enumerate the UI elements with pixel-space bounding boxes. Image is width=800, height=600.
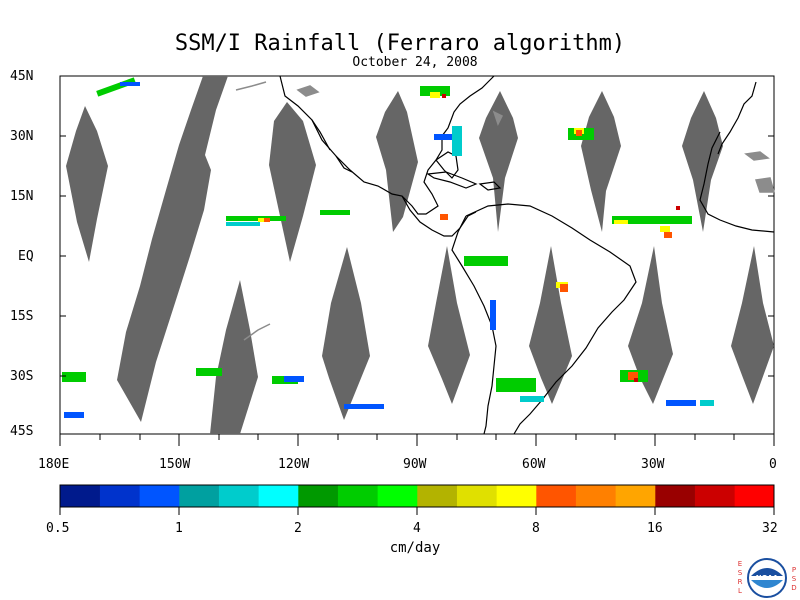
colorbar-swatch [575, 485, 616, 507]
hispaniola-outline [478, 181, 502, 191]
colorbar-swatch [298, 485, 338, 507]
x-label: 90W [403, 457, 427, 472]
colorbar-swatch [179, 485, 219, 507]
chart-title: SSM/I Rainfall (Ferraro algorithm) [174, 31, 626, 56]
colorbar-swatch [218, 485, 259, 507]
cuba-outline [426, 171, 478, 189]
x-label: 60W [522, 457, 546, 472]
noaa-emblem-text: NOAA [756, 574, 779, 582]
colorbar-swatch [615, 485, 656, 507]
colorbar-swatch [60, 485, 100, 507]
chart-subtitle: October 24, 2008 [352, 55, 478, 70]
axis-ticks [59, 75, 775, 446]
colorbar-swatch [655, 485, 695, 507]
colorbar-tick-label: 2 [294, 521, 302, 536]
central-america-coast [401, 195, 477, 237]
colorbar-swatch [258, 485, 299, 507]
colorbar-tick-label: 16 [647, 521, 663, 536]
colorbar-swatch [139, 485, 180, 507]
europe-coast [717, 81, 757, 155]
y-label: EQ [18, 249, 34, 264]
y-label: 15N [10, 189, 34, 204]
y-label: 45S [10, 424, 34, 439]
gray-land-features [235, 81, 775, 341]
colorbar-swatch [99, 485, 140, 507]
colorbar-tick-label: 8 [532, 521, 540, 536]
colorbar-swatch [337, 485, 378, 507]
south-america-coast [465, 203, 637, 435]
colorbar-tick-label: 0.5 [46, 521, 70, 536]
y-label: 15S [10, 309, 34, 324]
x-label: 0 [769, 457, 777, 472]
x-label: 120W [278, 457, 310, 472]
noaa-emblem-icon: NOAA [747, 558, 787, 598]
baja [311, 119, 331, 151]
africa-coast [699, 131, 775, 233]
colorbar-swatch [456, 485, 497, 507]
colorbar-swatch [377, 485, 418, 507]
y-label: 45N [10, 69, 34, 84]
colorbar-swatch [496, 485, 537, 507]
rainfall-patches [62, 77, 714, 418]
x-label: 150W [159, 457, 191, 472]
y-label: 30S [10, 369, 34, 384]
coastlines [279, 75, 775, 435]
colorbar-units: cm/day [389, 540, 441, 556]
colorbar-tick-label: 1 [175, 521, 183, 536]
colorbar [59, 484, 775, 515]
colorbar-swatch [694, 485, 735, 507]
x-label: 180E [38, 457, 70, 472]
colorbar-tick-label: 4 [413, 521, 421, 536]
colorbar-swatch [536, 485, 576, 507]
gulf-of-california [335, 155, 353, 173]
x-label: 30W [641, 457, 665, 472]
colorbar-swatch [417, 485, 457, 507]
no-data-swaths [66, 76, 774, 434]
colorbar-tick-label: 32 [762, 521, 778, 536]
florida-coast [435, 151, 459, 179]
colorbar-swatch [734, 485, 775, 507]
y-label: 30N [10, 129, 34, 144]
